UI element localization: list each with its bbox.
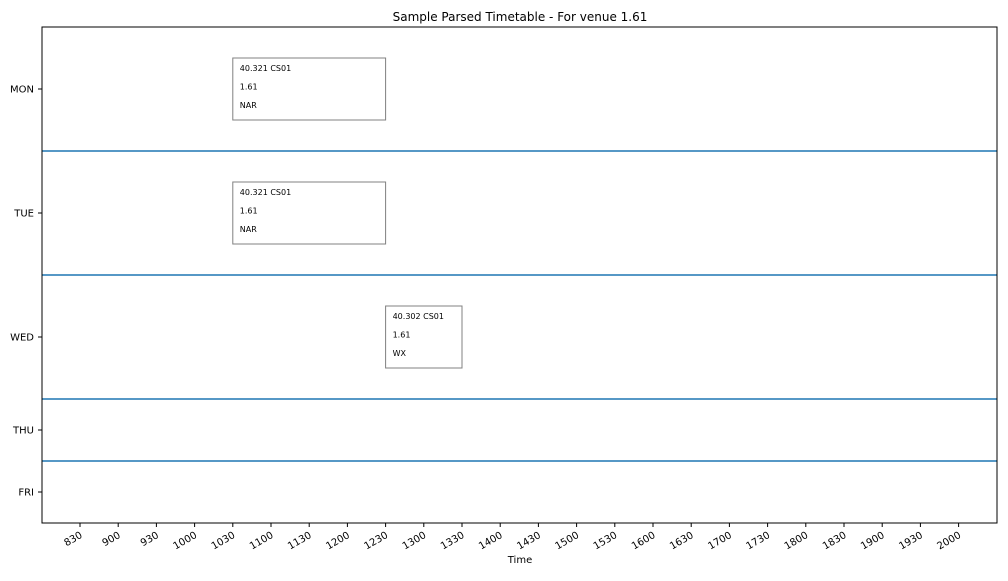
x-tick-label: 1730 xyxy=(745,530,773,552)
x-tick-label: 1430 xyxy=(515,530,543,552)
plot-area: MON TUE WED THU FRI 40.321 CS01 1.61 NAR 40.321 … xyxy=(10,26,998,552)
x-tick-label: 1000 xyxy=(172,530,200,552)
x-tick-label: 1900 xyxy=(859,530,887,552)
x-tick-label: 1030 xyxy=(210,530,238,552)
x-tick-label: 1830 xyxy=(821,530,849,552)
session-label: 40.321 CS01 xyxy=(240,64,291,73)
session-label: 40.321 CS01 xyxy=(240,188,291,197)
x-tick-label: 1630 xyxy=(668,530,696,552)
session-label: NAR xyxy=(240,225,257,234)
session-label: 1.61 xyxy=(240,83,258,92)
x-tick-label: 830 xyxy=(62,530,84,549)
x-tick-label: 1700 xyxy=(706,530,734,552)
x-tick-label: 1500 xyxy=(554,530,582,552)
x-tick-label: 1230 xyxy=(363,530,391,552)
chart-title: Sample Parsed Timetable - For venue 1.61 xyxy=(393,10,648,24)
x-tick-label: 1330 xyxy=(439,530,467,552)
y-tick-label: THU xyxy=(12,426,34,437)
session-label: NAR xyxy=(240,101,257,110)
x-tick-label: 900 xyxy=(101,530,123,549)
x-tick-label: 1530 xyxy=(592,530,620,552)
x-tick-label: 1130 xyxy=(286,530,314,552)
y-tick-label: MON xyxy=(10,85,34,96)
x-tick-label: 2000 xyxy=(936,530,964,552)
session-label: 1.61 xyxy=(393,331,411,340)
session-label: WX xyxy=(393,349,407,358)
x-tick-label: 1800 xyxy=(783,530,811,552)
session-label: 1.61 xyxy=(240,207,258,216)
session-box xyxy=(385,305,463,369)
x-tick-label: 1400 xyxy=(477,530,505,552)
y-tick-label: FRI xyxy=(18,488,34,499)
x-tick-label: 930 xyxy=(139,530,161,549)
session-box xyxy=(232,57,387,121)
x-tick-label: 1600 xyxy=(630,530,658,552)
y-tick-label: TUE xyxy=(13,209,34,220)
y-tick-label: WED xyxy=(10,333,34,344)
x-tick-label: 1930 xyxy=(897,530,925,552)
x-tick-label: 1200 xyxy=(324,530,352,552)
plot-frame xyxy=(41,26,998,524)
session-label: 40.302 CS01 xyxy=(393,312,444,321)
x-tick-label: 1100 xyxy=(248,530,276,552)
x-tick-label: 1300 xyxy=(401,530,429,552)
session-box xyxy=(232,181,387,245)
x-axis-label: Time xyxy=(507,555,532,566)
